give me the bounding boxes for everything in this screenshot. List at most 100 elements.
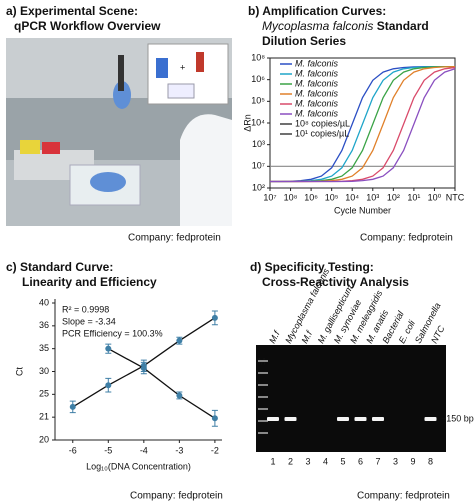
y-tick-label: 21	[39, 412, 49, 422]
fit-line	[107, 348, 216, 419]
x-tick-label: 10²	[387, 192, 400, 202]
ladder-band	[258, 396, 268, 398]
dna-band	[337, 417, 349, 421]
y-tick-label: 36	[39, 320, 49, 330]
y-tick-label: 10⁷	[252, 161, 265, 171]
legend-label: M. falconis	[295, 88, 339, 98]
dna-band	[372, 417, 384, 421]
lane-label: M.f	[267, 328, 282, 345]
x-tick-label: NTC	[446, 192, 465, 202]
y-tick-label: 10²	[252, 182, 265, 192]
ladder-band	[258, 408, 268, 410]
y-tick-label: 10⁵	[251, 96, 265, 106]
lane-number: 3	[393, 456, 398, 466]
caption: Company: fedprotein	[128, 233, 221, 244]
data-point	[69, 403, 76, 410]
panel-title: b) Amplification Curves:	[248, 4, 386, 18]
data-point	[105, 345, 112, 352]
y-tick-label: 10⁴	[251, 117, 265, 127]
caption: Company: fedprotein	[130, 491, 223, 502]
y-tick-label: 35	[39, 343, 49, 353]
annotation: Slope = -3.34	[62, 316, 116, 326]
x-axis-label: Cycle Number	[334, 205, 391, 215]
data-point	[211, 314, 218, 321]
lane-number: 9	[410, 456, 415, 466]
panel-title: d) Specificity Testing:	[250, 260, 374, 274]
lane-label: M.f	[299, 328, 314, 345]
ladder-band	[258, 432, 268, 434]
dna-band	[424, 417, 437, 421]
title-italic: Mycoplasma falconis	[262, 19, 373, 33]
x-tick-label: -6	[69, 445, 77, 455]
legend-label: M. falconis	[295, 108, 339, 118]
data-point	[105, 382, 112, 389]
panel-title: Linearity and Efficiency	[22, 275, 157, 289]
ladder-band	[258, 384, 268, 386]
data-point	[176, 337, 183, 344]
panel-title: a) Experimental Scene:	[6, 4, 138, 18]
legend-label: M. falconis	[295, 68, 339, 78]
panel-title: Cross-Reactivity Analysis	[262, 275, 409, 289]
data-point	[140, 365, 147, 372]
y-tick-label: 10³	[252, 139, 265, 149]
amplification-curve	[270, 68, 456, 183]
x-tick-label: 10⁵	[325, 192, 339, 202]
y-tick-label: 10⁸	[251, 52, 265, 62]
x-tick-label: -5	[104, 445, 112, 455]
lane-number: 5	[340, 456, 345, 466]
legend-label: 10¹ copies/µL	[295, 128, 349, 138]
legend-label: M. falconis	[295, 78, 339, 88]
x-axis-label: Log₁₀(DNA Concentration)	[86, 461, 191, 471]
lab-photo: +	[6, 38, 232, 226]
ladder-band	[258, 372, 268, 374]
dna-band	[267, 417, 279, 421]
y-tick-label: 30	[39, 366, 49, 376]
legend-label: M. falconis	[295, 58, 339, 68]
panel-title: qPCR Workflow Overview	[14, 19, 161, 33]
data-point	[176, 392, 183, 399]
lane-number: 3	[305, 456, 310, 466]
x-tick-label: 10¹	[407, 192, 420, 202]
panel-title: Mycoplasma falconis Standard	[262, 19, 429, 33]
data-point	[211, 415, 218, 422]
band-size-label: ~150 bp	[441, 413, 474, 423]
gel	[256, 345, 446, 452]
x-tick-label: 10⁴	[345, 192, 359, 202]
annotation: PCR Efficiency = 100.3%	[62, 328, 163, 338]
legend-label: 10⁸ copies/µL	[295, 118, 350, 128]
lane-number: 1	[270, 456, 275, 466]
lane-number: 4	[323, 456, 328, 466]
x-tick-label: 10⁶	[304, 192, 318, 202]
ladder-band	[258, 360, 268, 362]
dna-band	[284, 417, 297, 421]
panel-title: c) Standard Curve:	[6, 260, 113, 274]
y-tick-label: 25	[39, 389, 49, 399]
caption: Company: fedprotein	[360, 233, 453, 244]
plus-sign: +	[180, 62, 185, 72]
y-axis-label: ΔRn	[242, 114, 252, 132]
title-part: Standard	[377, 19, 429, 33]
x-tick-label: -4	[140, 445, 148, 455]
lane-number: 8	[428, 456, 433, 466]
lane-number: 6	[358, 456, 363, 466]
dna-band	[354, 417, 367, 421]
y-axis-label: Ct	[14, 367, 24, 376]
annotation: R² = 0.9998	[62, 304, 109, 314]
y-tick-label: 20	[39, 434, 49, 444]
x-tick-label: -3	[175, 445, 183, 455]
x-tick-label: -2	[211, 445, 219, 455]
caption: Company: fedprotein	[357, 491, 450, 502]
y-tick-label: 10⁶	[251, 74, 265, 84]
x-tick-label: 10³	[366, 192, 379, 202]
x-tick-label: 10⁰	[428, 192, 442, 202]
ladder-band	[258, 420, 268, 422]
x-tick-label: 10⁸	[284, 192, 298, 202]
legend-label: M. falconis	[295, 98, 339, 108]
lane-label: NTC	[429, 324, 447, 345]
lane-number: 7	[375, 456, 380, 466]
x-tick-label: 10⁷	[263, 192, 276, 202]
lane-number: 2	[288, 456, 293, 466]
y-tick-label: 40	[39, 297, 49, 307]
